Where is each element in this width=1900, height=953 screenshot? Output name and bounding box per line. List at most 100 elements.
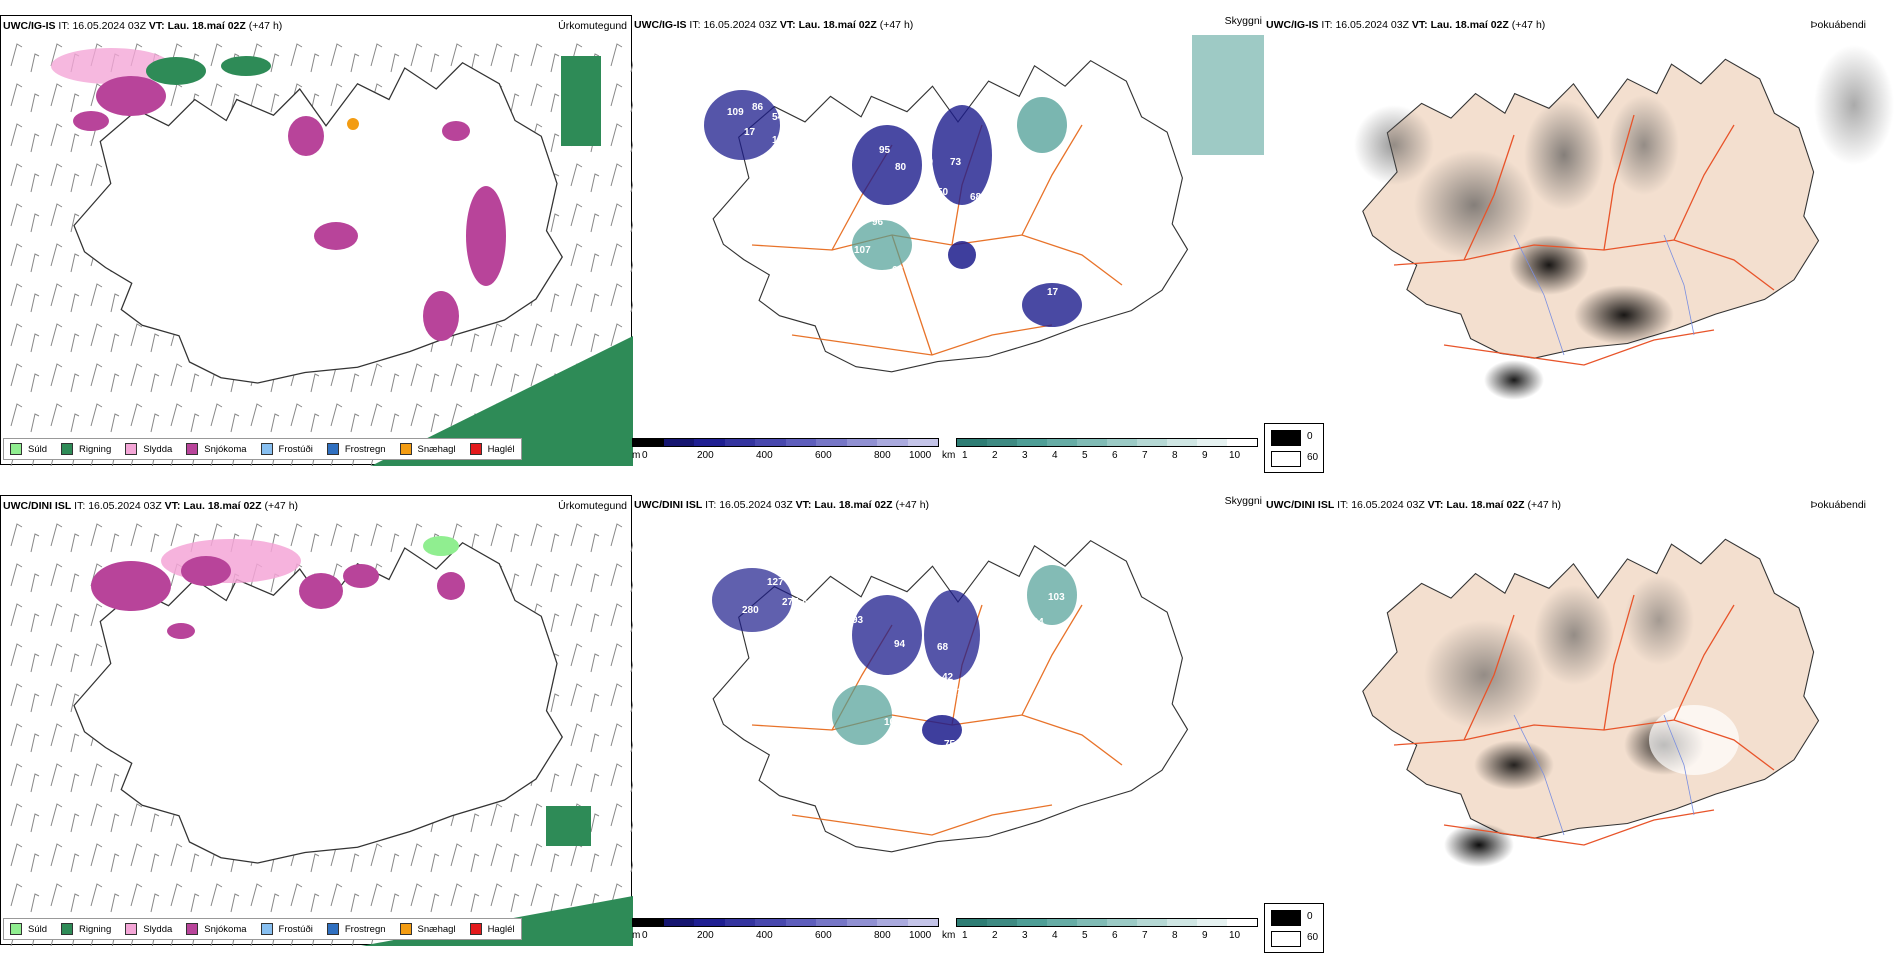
- cloud-areas: [704, 90, 1082, 327]
- cloud-labels: 109 86 54 17 103 75 79 95 80 73 50 68 72…: [727, 102, 1239, 428]
- fog-map: [1362, 538, 1820, 867]
- precip-map: [1, 36, 633, 466]
- svg-text:181: 181: [1069, 112, 1086, 123]
- cloud-map: 127 280 275 229 93 94 68 42 106 100 81 7…: [712, 540, 1189, 858]
- svg-text:69: 69: [922, 417, 934, 428]
- svg-text:73: 73: [938, 265, 950, 276]
- cloud-colorbar: m 0 200 400 600 800 1000: [632, 918, 942, 946]
- svg-text:157: 157: [1082, 582, 1099, 593]
- roads: [751, 124, 1123, 356]
- cloud-labels: 127 280 275 229 93 94 68 42 106 100 81 7…: [742, 577, 1099, 858]
- svg-text:77: 77: [1087, 617, 1099, 628]
- svg-text:106: 106: [957, 687, 974, 698]
- svg-text:54: 54: [772, 112, 784, 123]
- svg-text:223: 223: [1222, 227, 1239, 238]
- svg-text:44: 44: [897, 210, 909, 221]
- svg-text:68: 68: [937, 642, 949, 653]
- svg-text:68: 68: [892, 265, 904, 276]
- svg-text:75: 75: [782, 162, 794, 173]
- precip-panel-top: UWC/IG-IS IT: 16.05.2024 03Z VT: Lau. 18…: [0, 15, 633, 466]
- svg-text:73: 73: [950, 157, 962, 168]
- precip-map: [1, 516, 633, 946]
- cloud-areas: [712, 565, 1077, 745]
- svg-text:109: 109: [727, 107, 744, 118]
- svg-text:124: 124: [1027, 617, 1044, 628]
- fog-map: [1354, 45, 1894, 400]
- roads: [1393, 114, 1775, 366]
- svg-text:56: 56: [1054, 349, 1066, 360]
- svg-text:100: 100: [884, 717, 901, 728]
- svg-text:17: 17: [744, 127, 756, 138]
- rivers: [1513, 234, 1695, 356]
- svg-text:280: 280: [742, 605, 759, 616]
- svg-text:93: 93: [852, 615, 864, 626]
- fog-areas: [1424, 575, 1739, 867]
- svg-text:81: 81: [872, 759, 884, 770]
- fog-panel-top: UWC/IG-IS IT: 16.05.2024 03Z VT: Lau. 18…: [1264, 15, 1896, 473]
- cloud-map: 109 86 54 17 103 75 79 95 80 73 50 68 72…: [704, 35, 1264, 428]
- panel-title: UWC/IG-IS IT: 16.05.2024 03Z VT: Lau. 18…: [3, 20, 283, 32]
- precip-panel-bottom: UWC/DINI ISL IT: 16.05.2024 03Z VT: Lau.…: [0, 495, 633, 946]
- svg-text:103: 103: [772, 135, 789, 146]
- legend-snjokoma: Snjókoma: [186, 443, 247, 455]
- legend-slydda: Slydda: [125, 923, 172, 935]
- svg-text:42: 42: [942, 672, 954, 683]
- legend-suld: Súld: [10, 923, 47, 935]
- fog-areas: [1354, 95, 1679, 400]
- legend-rigning: Rigning: [61, 923, 111, 935]
- svg-text:86: 86: [752, 102, 764, 113]
- legend-frostudi: Frostúði: [260, 443, 313, 455]
- legend-haglel: Haglél: [469, 923, 515, 935]
- panel-variable: Úrkomutegund: [558, 20, 627, 32]
- svg-text:118: 118: [922, 192, 939, 203]
- cloud-panel-top: UWC/IG-IS IT: 16.05.2024 03Z VT: Lau. 18…: [632, 15, 1264, 465]
- svg-text:275: 275: [782, 597, 799, 608]
- panel-variable: Skyggni: [1224, 15, 1262, 27]
- svg-text:80: 80: [895, 162, 907, 173]
- visibility-colorbar: km 1 2 3 4 5 6 7 8 9 10: [942, 918, 1264, 946]
- legend-snaehagl: Snæhagl: [399, 923, 456, 935]
- panel-variable: Þokuábendi: [1810, 499, 1866, 511]
- panel-variable: Úrkomutegund: [558, 500, 627, 512]
- svg-text:342: 342: [1077, 142, 1094, 153]
- panel-title: UWC/IG-IS IT: 16.05.2024 03Z VT: Lau. 18…: [1266, 19, 1546, 31]
- legend-rigning: Rigning: [61, 443, 111, 455]
- fog-key: 0 60: [1264, 903, 1324, 953]
- fog-panel-bottom: UWC/DINI ISL IT: 16.05.2024 03Z VT: Lau.…: [1264, 495, 1896, 953]
- legend-haglel: Haglél: [469, 443, 515, 455]
- svg-text:348: 348: [922, 372, 939, 383]
- svg-text:168: 168: [932, 847, 949, 858]
- svg-text:91: 91: [902, 767, 914, 778]
- precip-legend: Súld Rigning Slydda Snjókoma Frostúði Fr…: [3, 438, 522, 460]
- svg-text:95: 95: [879, 145, 891, 156]
- svg-text:127: 127: [767, 577, 784, 588]
- coastline: [712, 60, 1189, 373]
- fog-key: 0 60: [1264, 423, 1324, 473]
- visibility-colorbar: km 1 2 3 4 5 6 7 8 9 10: [942, 438, 1264, 466]
- panel-title: UWC/DINI ISL IT: 16.05.2024 03Z VT: Lau.…: [634, 499, 930, 511]
- legend-frostudi: Frostúði: [260, 923, 313, 935]
- rivers: [1513, 714, 1695, 836]
- panel-title: UWC/DINI ISL IT: 16.05.2024 03Z VT: Lau.…: [3, 500, 299, 512]
- cloud-panel-bottom: UWC/DINI ISL IT: 16.05.2024 03Z VT: Lau.…: [632, 495, 1264, 945]
- svg-text:68: 68: [970, 192, 982, 203]
- svg-text:107: 107: [854, 245, 871, 256]
- svg-text:17: 17: [1047, 287, 1059, 298]
- svg-text:107: 107: [1037, 152, 1054, 163]
- legend-slydda: Slydda: [125, 443, 172, 455]
- cloud-colorbar: m 0 200 400 600 800 1000: [632, 438, 942, 466]
- panel-variable: Þokuábendi: [1810, 19, 1866, 31]
- panel-title: UWC/DINI ISL IT: 16.05.2024 03Z VT: Lau.…: [1266, 499, 1562, 511]
- legend-snjokoma: Snjókoma: [186, 923, 247, 935]
- legend-frostregn: Frostregn: [326, 443, 386, 455]
- legend-frostregn: Frostregn: [326, 923, 386, 935]
- svg-text:101: 101: [802, 255, 819, 266]
- svg-text:79: 79: [922, 157, 934, 168]
- svg-text:50: 50: [937, 187, 949, 198]
- legend-snaehagl: Snæhagl: [399, 443, 456, 455]
- panel-variable: Skyggni: [1224, 495, 1262, 507]
- precip-areas: [51, 48, 633, 466]
- panel-title: UWC/IG-IS IT: 16.05.2024 03Z VT: Lau. 18…: [634, 19, 914, 31]
- svg-text:94: 94: [894, 639, 906, 650]
- svg-text:229: 229: [802, 599, 819, 610]
